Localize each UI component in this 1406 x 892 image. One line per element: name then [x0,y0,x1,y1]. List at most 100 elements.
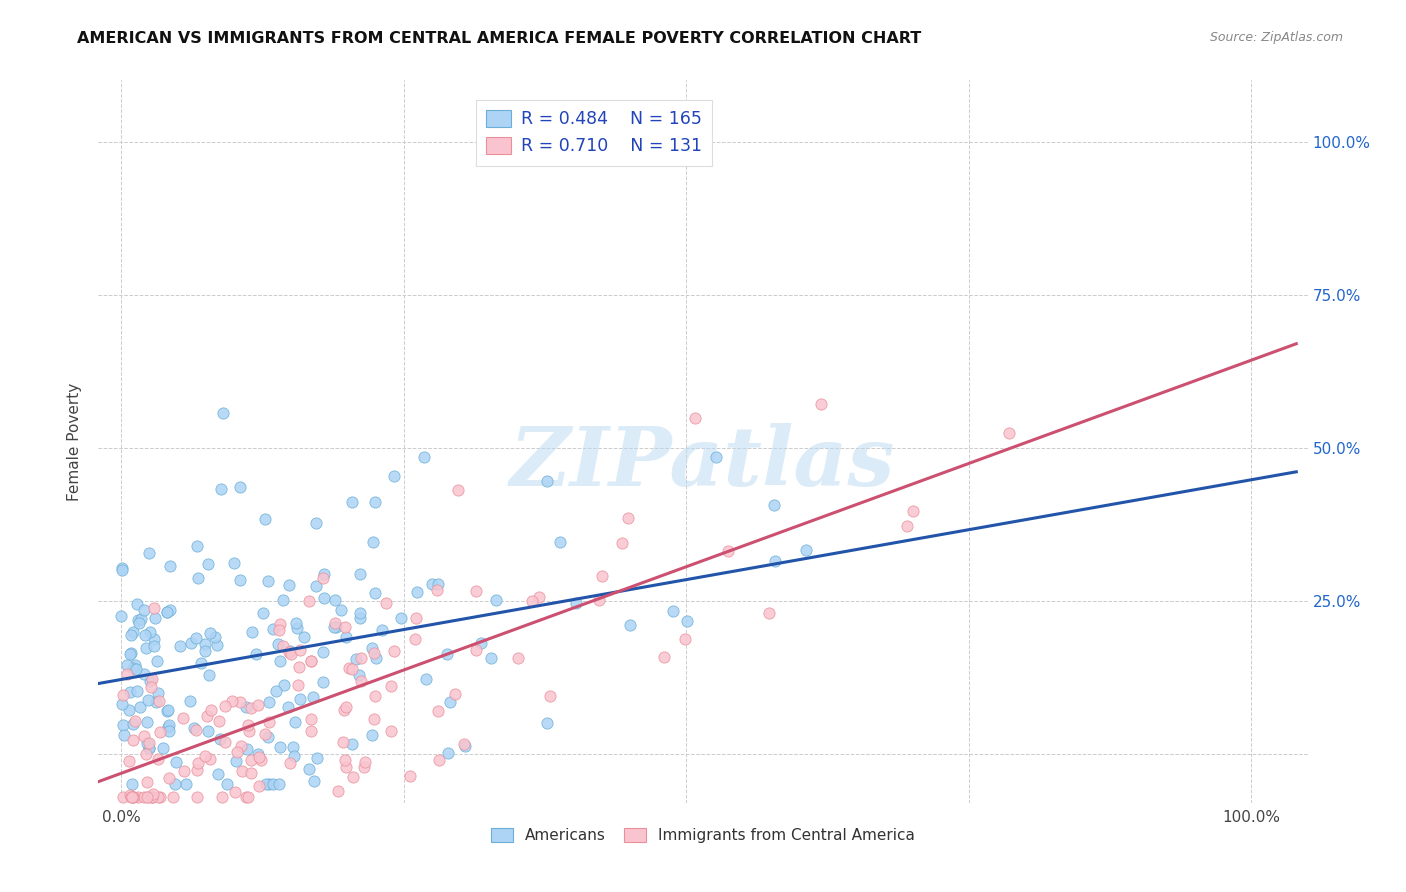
Point [292,630,315,644]
Point [174,777,197,791]
Point [299,654,322,668]
Point [142,632,165,646]
Point [298,594,321,608]
Point [380,679,402,693]
Point [332,734,354,748]
Point [257,715,280,730]
Point [245,648,267,662]
Point [662,604,685,618]
Point [312,571,335,585]
Point [277,578,299,592]
Point [323,592,346,607]
Point [139,624,162,639]
Point [118,754,141,768]
Point [183,721,205,735]
Point [127,684,149,698]
Point [111,718,134,732]
Point [278,644,301,658]
Point [302,690,325,705]
Point [157,771,180,785]
Point [375,596,398,610]
Point [120,628,142,642]
Point [214,698,236,713]
Point [128,700,150,714]
Point [139,674,162,689]
Point [122,789,145,804]
Point [328,784,350,798]
Point [142,788,165,802]
Point [314,591,336,605]
Point [142,639,165,653]
Point [280,648,302,662]
Point [134,628,156,642]
Point [134,789,156,804]
Point [548,535,571,549]
Point [706,450,728,464]
Point [371,623,394,637]
Text: AMERICAN VS IMMIGRANTS FROM CENTRAL AMERICA FEMALE POVERTY CORRELATION CHART: AMERICAN VS IMMIGRANTS FROM CENTRAL AMER… [77,31,921,46]
Point [186,764,208,778]
Point [124,714,146,728]
Point [110,609,132,624]
Point [522,594,544,608]
Point [240,624,263,639]
Point [125,662,148,676]
Point [299,654,322,668]
Point [211,789,233,804]
Point [342,770,364,784]
Point [427,577,450,591]
Point [236,742,259,756]
Point [141,672,163,686]
Point [200,704,222,718]
Point [312,645,335,659]
Point [380,723,402,738]
Point [998,426,1021,441]
Point [267,637,290,651]
Legend: Americans, Immigrants from Central America: Americans, Immigrants from Central Ameri… [485,822,921,849]
Point [207,638,229,652]
Point [229,573,252,587]
Point [148,686,170,700]
Point [288,643,311,657]
Point [269,654,291,668]
Point [135,714,157,729]
Point [122,732,145,747]
Point [253,727,276,741]
Point [325,620,347,634]
Point [329,602,352,616]
Point [135,789,157,804]
Point [139,680,162,694]
Point [240,765,263,780]
Point [342,495,364,509]
Point [135,747,157,761]
Point [122,661,145,675]
Point [225,755,247,769]
Point [349,567,371,582]
Point [122,625,145,640]
Point [565,596,588,610]
Point [235,700,257,714]
Point [765,554,787,568]
Point [129,612,152,626]
Point [333,753,356,767]
Point [120,646,142,660]
Point [363,712,385,726]
Point [269,616,291,631]
Point [269,740,291,755]
Point [436,746,458,760]
Point [141,789,163,804]
Point [353,760,375,774]
Point [121,789,143,804]
Point [122,789,145,804]
Point [148,752,170,766]
Point [271,593,294,607]
Point [896,519,918,533]
Point [405,585,427,599]
Point [226,745,249,759]
Point [247,779,270,793]
Point [184,631,207,645]
Point [447,483,470,497]
Point [794,542,817,557]
Point [340,662,363,676]
Point [254,512,277,526]
